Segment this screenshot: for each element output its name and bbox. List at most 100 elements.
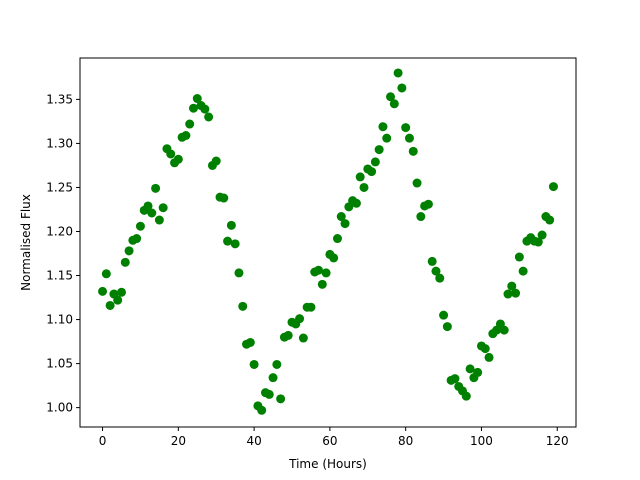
point bbox=[401, 123, 411, 133]
point bbox=[511, 288, 521, 298]
y-tick-label: 1.00 bbox=[46, 401, 73, 415]
point bbox=[158, 203, 168, 213]
point bbox=[427, 256, 437, 266]
point bbox=[548, 182, 558, 192]
point bbox=[283, 330, 293, 340]
point bbox=[151, 183, 161, 193]
point bbox=[226, 220, 236, 230]
point bbox=[116, 287, 126, 297]
point bbox=[230, 239, 240, 249]
point bbox=[518, 266, 528, 276]
point bbox=[264, 389, 274, 399]
point bbox=[272, 359, 282, 369]
point bbox=[367, 167, 377, 177]
point bbox=[386, 92, 396, 102]
point bbox=[143, 201, 153, 211]
y-tick-label: 1.10 bbox=[46, 313, 73, 327]
point bbox=[132, 234, 142, 244]
point bbox=[135, 221, 145, 231]
point bbox=[192, 94, 202, 104]
x-tick-label: 100 bbox=[470, 434, 493, 448]
point bbox=[537, 230, 547, 240]
point bbox=[351, 198, 361, 208]
point bbox=[340, 219, 350, 229]
point bbox=[431, 266, 441, 276]
point bbox=[188, 103, 198, 113]
point bbox=[507, 281, 517, 291]
point bbox=[465, 364, 475, 374]
x-tick-label: 0 bbox=[99, 434, 107, 448]
point bbox=[503, 289, 513, 299]
x-tick-label: 60 bbox=[322, 434, 337, 448]
x-tick-label: 120 bbox=[546, 434, 569, 448]
point bbox=[166, 149, 176, 159]
point bbox=[200, 104, 210, 114]
point bbox=[336, 212, 346, 222]
y-tick-label: 1.20 bbox=[46, 224, 73, 238]
point bbox=[101, 269, 111, 279]
point bbox=[389, 99, 399, 109]
y-tick-label: 1.15 bbox=[46, 269, 73, 283]
point bbox=[219, 193, 229, 203]
point bbox=[473, 367, 483, 377]
point bbox=[185, 119, 195, 129]
point bbox=[181, 130, 191, 140]
x-axis-label: Time (Hours) bbox=[288, 457, 367, 471]
y-axis-label: Normalised Flux bbox=[19, 194, 33, 291]
y-tick-label: 1.25 bbox=[46, 180, 73, 194]
point bbox=[268, 373, 278, 383]
point bbox=[314, 265, 324, 275]
point bbox=[355, 172, 365, 182]
point bbox=[329, 253, 339, 263]
point bbox=[173, 154, 183, 164]
point bbox=[211, 156, 221, 166]
point bbox=[533, 237, 543, 247]
point bbox=[514, 252, 524, 262]
point bbox=[423, 199, 433, 209]
point bbox=[332, 234, 342, 244]
point bbox=[359, 182, 369, 192]
point bbox=[245, 337, 255, 347]
point bbox=[105, 300, 115, 310]
point bbox=[393, 68, 403, 78]
point bbox=[276, 394, 286, 404]
point bbox=[298, 333, 308, 343]
point bbox=[499, 325, 509, 335]
point bbox=[397, 83, 407, 93]
point bbox=[374, 145, 384, 155]
plot-area bbox=[98, 68, 558, 415]
point bbox=[306, 302, 316, 312]
point bbox=[450, 374, 460, 384]
point bbox=[249, 359, 259, 369]
point bbox=[382, 133, 392, 143]
point bbox=[370, 157, 380, 167]
point bbox=[154, 215, 164, 225]
point bbox=[321, 268, 331, 278]
point bbox=[223, 236, 233, 246]
point bbox=[439, 310, 449, 320]
x-tick-label: 80 bbox=[398, 434, 413, 448]
point bbox=[120, 257, 130, 267]
point bbox=[545, 215, 555, 225]
point bbox=[416, 212, 426, 222]
point bbox=[113, 295, 123, 305]
point bbox=[480, 344, 490, 354]
x-tick-label: 20 bbox=[171, 434, 186, 448]
point bbox=[234, 268, 244, 278]
point bbox=[404, 133, 414, 143]
point bbox=[147, 208, 157, 218]
point bbox=[378, 122, 388, 132]
point bbox=[442, 322, 452, 332]
point bbox=[295, 314, 305, 324]
point bbox=[484, 352, 494, 362]
point bbox=[408, 146, 418, 156]
x-tick-label: 40 bbox=[246, 434, 261, 448]
y-tick-label: 1.35 bbox=[46, 92, 73, 106]
point bbox=[124, 246, 134, 256]
point bbox=[317, 279, 327, 289]
point bbox=[204, 112, 214, 122]
point bbox=[257, 405, 267, 415]
y-tick-label: 1.30 bbox=[46, 136, 73, 150]
